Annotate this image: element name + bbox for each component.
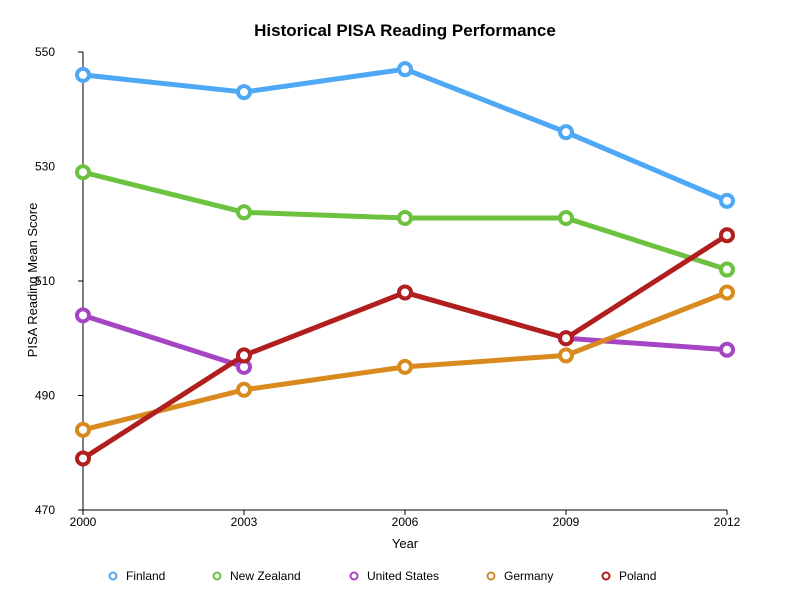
y-tick-label: 550 — [35, 45, 55, 59]
data-point — [397, 284, 413, 301]
y-tick-label: 490 — [35, 389, 55, 403]
data-point — [75, 450, 91, 467]
data-point — [558, 210, 574, 227]
data-point — [236, 347, 252, 364]
legend-marker — [349, 571, 359, 581]
series-line — [563, 335, 730, 353]
y-axis-ticks: 470 490 510 530 550 — [35, 45, 83, 517]
legend-label: New Zealand — [230, 569, 301, 583]
legend-item: Germany — [486, 569, 553, 583]
series-new-zealand — [75, 164, 735, 278]
x-tick-label: 2003 — [231, 515, 258, 529]
legend-item: United States — [349, 569, 439, 583]
data-point — [558, 330, 574, 347]
data-point — [236, 204, 252, 221]
y-tick-label: 470 — [35, 503, 55, 517]
legend-item: New Zealand — [212, 569, 301, 583]
series-line — [80, 312, 247, 370]
data-point — [75, 421, 91, 438]
series-poland — [75, 227, 735, 467]
y-tick-label: 530 — [35, 160, 55, 174]
data-point — [719, 284, 735, 301]
series-lines — [75, 61, 735, 467]
legend-marker — [108, 571, 118, 581]
data-point — [558, 124, 574, 141]
legend-marker — [486, 571, 496, 581]
y-tick-label: 510 — [35, 274, 55, 288]
legend-label: Finland — [126, 569, 165, 583]
x-tick-label: 2000 — [70, 515, 97, 529]
legend-marker — [601, 571, 611, 581]
data-point — [719, 341, 735, 358]
axes — [82, 52, 727, 511]
data-point — [397, 358, 413, 375]
series-germany — [75, 284, 735, 438]
data-point — [558, 347, 574, 364]
x-axis-ticks: 2000 2003 2006 2009 2012 — [70, 510, 741, 529]
legend: Finland New Zealand United States Germany Po… — [108, 569, 656, 583]
data-point — [236, 381, 252, 398]
data-point — [75, 307, 91, 324]
y-axis-label: PISA Reading Mean Score — [25, 203, 40, 358]
data-point — [719, 192, 735, 209]
data-point — [719, 261, 735, 278]
legend-item: Poland — [601, 569, 656, 583]
x-axis-label: Year — [392, 536, 419, 551]
legend-label: Germany — [504, 569, 553, 583]
legend-label: Poland — [619, 569, 656, 583]
chart-title: Historical PISA Reading Performance — [254, 21, 556, 40]
data-point — [236, 84, 252, 101]
x-tick-label: 2012 — [714, 515, 741, 529]
legend-marker — [212, 571, 222, 581]
legend-item: Finland — [108, 569, 165, 583]
data-point — [75, 66, 91, 83]
legend-label: United States — [367, 569, 439, 583]
data-point — [397, 210, 413, 227]
series-finland — [75, 61, 735, 209]
x-tick-label: 2009 — [553, 515, 580, 529]
data-point — [75, 164, 91, 181]
series-line — [80, 66, 730, 204]
x-tick-label: 2006 — [392, 515, 419, 529]
data-point — [719, 227, 735, 244]
data-point — [397, 61, 413, 78]
